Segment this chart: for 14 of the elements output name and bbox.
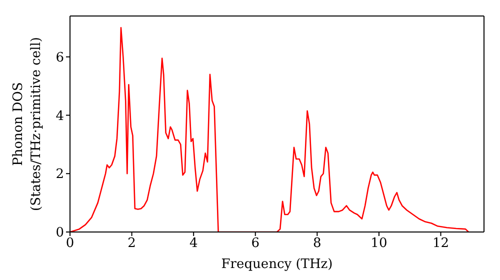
x-tick-label: 4 bbox=[189, 236, 198, 252]
y-tick-label: 2 bbox=[56, 167, 64, 182]
y-tick-label: 6 bbox=[56, 50, 64, 66]
x-tick-label: 0 bbox=[66, 236, 74, 252]
x-tick-label: 12 bbox=[432, 236, 450, 252]
y-tick-label: 0 bbox=[56, 226, 64, 241]
line-series bbox=[70, 27, 470, 232]
x-tick-label: 6 bbox=[251, 236, 260, 252]
x-tick-label: 10 bbox=[370, 236, 388, 252]
x-tick-label: 8 bbox=[313, 236, 322, 252]
y-tick-label: 4 bbox=[56, 108, 64, 124]
x-tick-label: 2 bbox=[128, 236, 136, 252]
y-axis-title: Phonon DOS (States/THz·primitive cell) bbox=[11, 36, 44, 212]
x-axis-title: Frequency (THz) bbox=[221, 257, 333, 272]
